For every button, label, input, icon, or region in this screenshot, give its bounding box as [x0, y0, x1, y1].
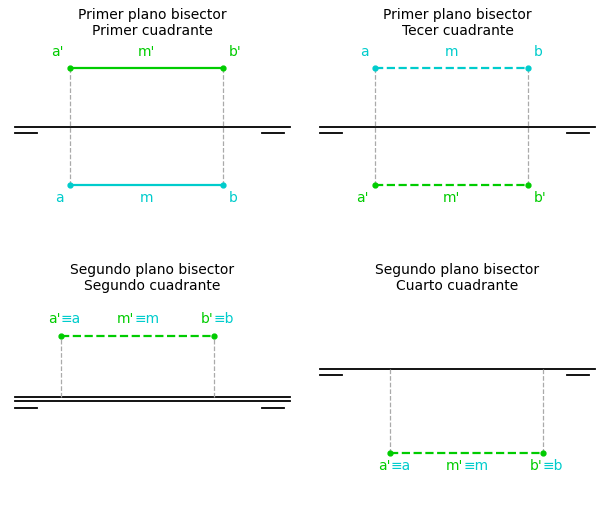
Text: b': b' — [229, 45, 242, 59]
Text: b: b — [229, 191, 238, 205]
Text: a': a' — [52, 45, 64, 59]
Text: Primer plano bisector
Tecer cuadrante: Primer plano bisector Tecer cuadrante — [383, 8, 532, 38]
Text: m': m' — [117, 312, 134, 326]
Text: ≡b: ≡b — [214, 312, 234, 326]
Text: m': m' — [447, 458, 464, 472]
Text: a': a' — [357, 191, 369, 205]
Text: ≡b: ≡b — [543, 458, 564, 472]
Text: Segundo plano bisector
Segundo cuadrante: Segundo plano bisector Segundo cuadrante — [70, 262, 235, 292]
Text: Primer plano bisector
Primer cuadrante: Primer plano bisector Primer cuadrante — [78, 8, 227, 38]
Text: ≡a: ≡a — [61, 312, 81, 326]
Text: a': a' — [49, 312, 61, 326]
Text: m': m' — [443, 191, 460, 205]
Text: b': b' — [530, 458, 543, 472]
Text: a: a — [361, 45, 369, 59]
Text: b: b — [534, 45, 543, 59]
Text: a': a' — [378, 458, 390, 472]
Text: ≡m: ≡m — [134, 312, 159, 326]
Text: m: m — [140, 191, 153, 205]
Text: Segundo plano bisector
Cuarto cuadrante: Segundo plano bisector Cuarto cuadrante — [375, 262, 540, 292]
Text: b': b' — [534, 191, 547, 205]
Text: m': m' — [138, 45, 155, 59]
Text: ≡m: ≡m — [464, 458, 489, 472]
Text: b': b' — [201, 312, 213, 326]
Text: a: a — [56, 191, 64, 205]
Text: m: m — [445, 45, 458, 59]
Text: ≡a: ≡a — [390, 458, 411, 472]
